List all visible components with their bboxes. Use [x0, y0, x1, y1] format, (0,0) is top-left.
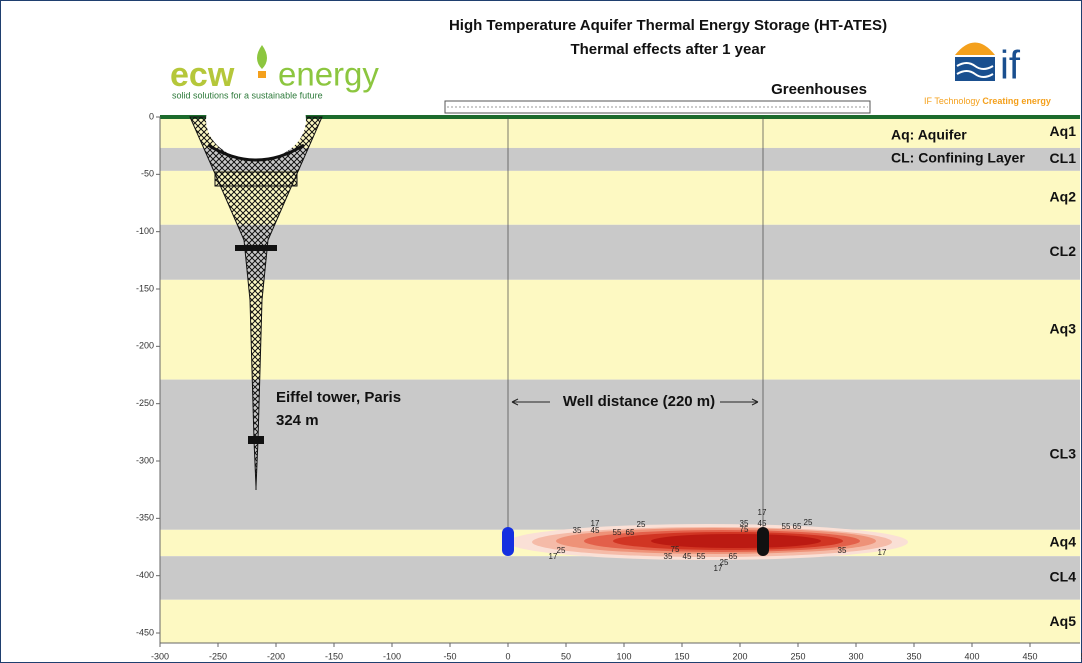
contour-label: 75 — [671, 545, 680, 554]
logo-bulb — [258, 71, 266, 78]
y-tick-label: 0 — [149, 111, 154, 121]
contour-label: 65 — [729, 552, 738, 561]
contour-label: 17 — [758, 508, 767, 517]
x-tick-label: 250 — [790, 651, 805, 661]
contour-label: 35 — [573, 526, 582, 535]
layer — [160, 147, 1080, 171]
contour-label: 45 — [758, 519, 767, 528]
contour-label: 35 — [664, 552, 673, 561]
x-tick-label: 150 — [674, 651, 689, 661]
contour-label: 25 — [557, 546, 566, 555]
eiffel-label: Eiffel tower, Paris — [276, 389, 401, 406]
well-warm — [502, 527, 514, 556]
logo-leaf — [257, 45, 267, 69]
x-tick-label: 350 — [906, 651, 921, 661]
greenhouses — [444, 100, 871, 114]
if-tag2: Creating energy — [982, 96, 1051, 106]
contour-label: 35 — [740, 519, 749, 528]
title: High Temperature Aquifer Thermal Energy … — [449, 17, 887, 34]
y-tick-label: -50 — [141, 169, 154, 179]
x-tick-label: -150 — [325, 651, 343, 661]
logo-tagline: solid solutions for a sustainable future — [172, 90, 323, 100]
layer-name: Aq3 — [1050, 320, 1077, 336]
contour-label: 17 — [878, 548, 887, 557]
y-tick-label: -350 — [136, 513, 154, 523]
eiffel-tower — [189, 80, 323, 490]
if-tag1: IF Technology — [924, 96, 980, 106]
contour-label: 25 — [720, 558, 729, 567]
x-tick-label: -100 — [383, 651, 401, 661]
layers — [160, 117, 1080, 643]
y-tick-label: -150 — [136, 283, 154, 293]
y-tick-label: -450 — [136, 627, 154, 637]
layer-name: CL2 — [1050, 243, 1077, 259]
x-tick-label: 200 — [732, 651, 747, 661]
y-tick-label: -200 — [136, 341, 154, 351]
contour-label: 35 — [838, 546, 847, 555]
layer-name: Aq1 — [1050, 123, 1077, 139]
greenhouses-label: Greenhouses — [771, 81, 867, 98]
legend-aquifer: Aq: Aquifer — [891, 127, 967, 143]
contour-label: 17 — [549, 552, 558, 561]
contour-label: 55 — [782, 522, 791, 531]
layer — [160, 224, 1080, 280]
layer — [160, 170, 1080, 225]
x-tick-label: -200 — [267, 651, 285, 661]
x-tick-label: 300 — [848, 651, 863, 661]
well-hot — [757, 527, 769, 556]
x-tick-label: -50 — [443, 651, 456, 661]
contour-label: 45 — [591, 526, 600, 535]
logo-if: if — [1000, 44, 1021, 88]
contour-label: 75 — [740, 525, 749, 534]
x-tick-label: 50 — [561, 651, 571, 661]
logo-energy: energy — [278, 56, 379, 93]
layer — [160, 556, 1080, 600]
x-tick-label: 0 — [505, 651, 510, 661]
layer-name: CL1 — [1050, 150, 1077, 166]
if-icon — [955, 42, 995, 81]
layer — [160, 279, 1080, 380]
x-tick-label: 400 — [964, 651, 979, 661]
y-tick-label: -300 — [136, 455, 154, 465]
x-tick-label: 500 — [1080, 651, 1082, 661]
distance-arrow — [511, 398, 759, 406]
layer-name: CL4 — [1050, 569, 1077, 585]
contour-label: 25 — [637, 520, 646, 529]
x-tick-label: 100 — [616, 651, 631, 661]
y-tick-label: -400 — [136, 570, 154, 580]
contour-label: 65 — [626, 528, 635, 537]
layer — [160, 599, 1080, 643]
layer-name: Aq2 — [1050, 189, 1077, 205]
layer-name: Aq4 — [1050, 534, 1077, 550]
logo-ecw: ecw — [170, 56, 235, 94]
contour-label: 17 — [714, 564, 723, 573]
legend-confining: CL: Confining Layer — [891, 150, 1025, 166]
y-tick-label: -250 — [136, 398, 154, 408]
layer-name: CL3 — [1050, 445, 1077, 461]
subtitle: Thermal effects after 1 year — [570, 41, 765, 58]
eiffel-height: 324 m — [276, 412, 319, 429]
if-tagline: IF Technology Creating energy — [924, 96, 1051, 106]
contour-label: 17 — [591, 519, 600, 528]
contour-label: 55 — [697, 552, 706, 561]
x-tick-label: -250 — [209, 651, 227, 661]
layer-name: Aq5 — [1050, 613, 1077, 629]
x-tick-label: -300 — [151, 651, 169, 661]
contour-label: 45 — [683, 552, 692, 561]
contour-label: 25 — [804, 518, 813, 527]
y-tick-label: -100 — [136, 226, 154, 236]
x-tick-label: 450 — [1022, 651, 1037, 661]
layer — [160, 379, 1080, 530]
well-distance: Well distance (220 m) — [563, 393, 715, 410]
contour-label: 55 — [613, 528, 622, 537]
contour-label: 65 — [793, 522, 802, 531]
